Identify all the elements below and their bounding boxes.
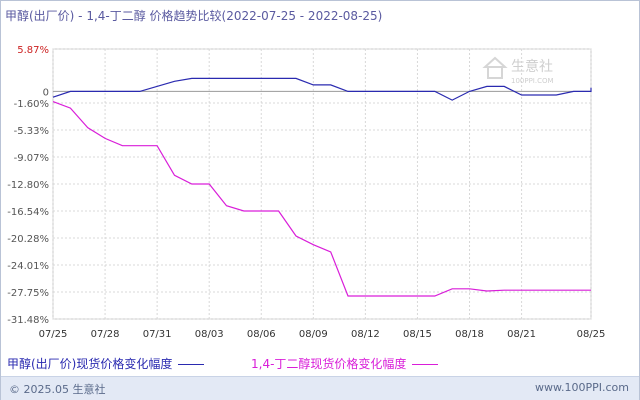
watermark-logo: 生意社 100PPI.COM bbox=[481, 53, 576, 87]
chart-title: 甲醇(出厂价) - 1,4-丁二醇 价格趋势比较(2022-07-25 - 20… bbox=[5, 9, 383, 23]
x-tick-label: 08/21 bbox=[507, 329, 536, 340]
y-tick-label: -16.54% bbox=[7, 207, 49, 218]
legend-label-series2: 1,4-丁二醇现货价格变化幅度 bbox=[251, 357, 407, 371]
y-tick-label: -20.28% bbox=[7, 234, 49, 245]
watermark-url: 100PPI.COM bbox=[511, 77, 554, 85]
x-tick-label: 08/25 bbox=[577, 329, 606, 340]
x-tick-label: 08/18 bbox=[455, 329, 484, 340]
y-tick-label: 5.87% bbox=[17, 45, 49, 56]
x-tick-label: 08/09 bbox=[299, 329, 328, 340]
series-line-2 bbox=[52, 101, 591, 297]
house-icon: 生意社 100PPI.COM bbox=[482, 56, 554, 85]
series-line-1 bbox=[52, 77, 592, 101]
y-tick-label: -1.60% bbox=[14, 99, 49, 110]
x-tick-label: 07/31 bbox=[143, 329, 172, 340]
legend-swatch-series2 bbox=[412, 364, 439, 365]
y-tick-label: -9.07% bbox=[14, 153, 49, 164]
x-tick-label: 08/15 bbox=[403, 329, 432, 340]
x-tick-label: 07/28 bbox=[91, 329, 120, 340]
footer-bar: © 2025.05 生意社 www.100PPI.com bbox=[1, 376, 639, 400]
watermark-name: 生意社 bbox=[511, 58, 553, 75]
y-tick-label: 0 bbox=[43, 87, 49, 98]
footer-copyright: © 2025.05 生意社 bbox=[9, 383, 106, 396]
y-tick-label: -12.80% bbox=[7, 180, 49, 191]
x-tick-label: 08/12 bbox=[351, 329, 380, 340]
y-tick-label: -24.01% bbox=[7, 261, 49, 272]
legend-swatch-series1 bbox=[178, 364, 205, 365]
y-tick-label: -27.75% bbox=[7, 288, 49, 299]
legend-item-series1: 甲醇(出厂价)现货价格变化幅度 bbox=[7, 355, 205, 372]
y-tick-label: -5.33% bbox=[14, 126, 49, 137]
y-tick-label: -31.48% bbox=[7, 315, 49, 326]
x-tick-label: 08/06 bbox=[247, 329, 276, 340]
x-tick-label: 07/25 bbox=[39, 329, 68, 340]
legend-label-series1: 甲醇(出厂价)现货价格变化幅度 bbox=[7, 357, 173, 371]
footer-site-link[interactable]: www.100PPI.com bbox=[535, 381, 629, 394]
legend-item-series2: 1,4-丁二醇现货价格变化幅度 bbox=[251, 355, 439, 372]
x-tick-label: 08/03 bbox=[195, 329, 224, 340]
